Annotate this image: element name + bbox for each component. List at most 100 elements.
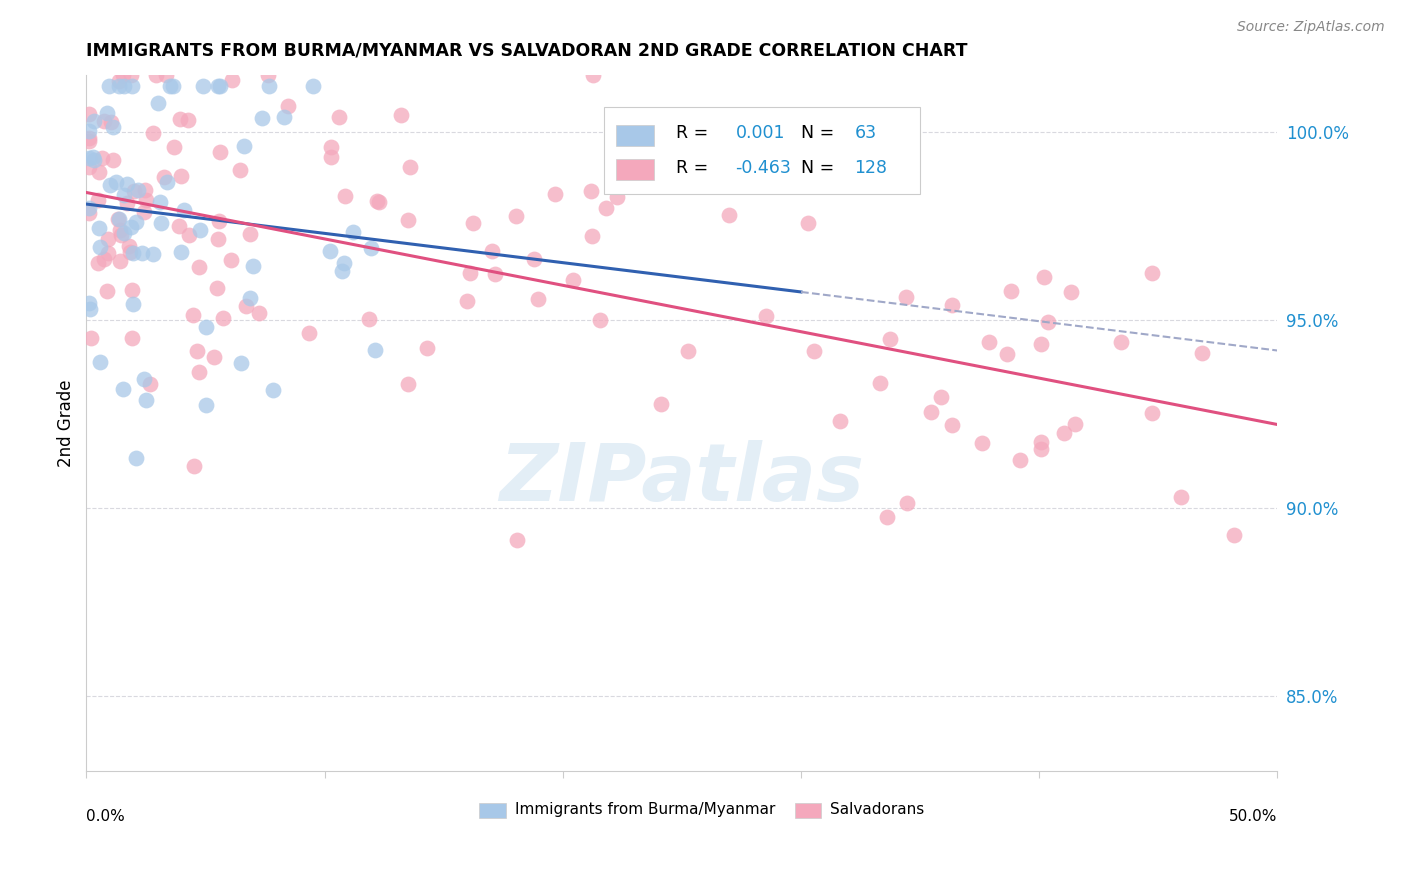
Point: [239, 227, 262, 242]
Point: [207, 232, 229, 246]
Point: [396, 213, 419, 227]
Point: [319, 150, 342, 164]
Text: 128: 128: [855, 159, 887, 177]
Point: [273, 110, 295, 124]
Point: [169, 112, 191, 127]
Point: [132, 205, 155, 219]
Point: [139, 376, 162, 391]
Point: [828, 414, 851, 428]
Text: Salvadorans: Salvadorans: [830, 802, 924, 817]
Point: [124, 215, 146, 229]
Point: [231, 356, 253, 370]
Point: [89, 165, 111, 179]
FancyBboxPatch shape: [605, 106, 920, 194]
Point: [87, 193, 110, 207]
Point: [972, 436, 994, 450]
Point: [120, 68, 142, 82]
Point: [931, 390, 953, 404]
Point: [1223, 528, 1246, 542]
Point: [202, 350, 225, 364]
Point: [183, 458, 205, 473]
Point: [96, 285, 118, 299]
Point: [941, 417, 963, 432]
Point: [181, 308, 204, 322]
Text: -0.463: -0.463: [735, 159, 792, 177]
Point: [169, 169, 191, 183]
Point: [186, 344, 208, 359]
Point: [156, 175, 179, 189]
Text: N =: N =: [801, 124, 839, 142]
Point: [247, 306, 270, 320]
Point: [163, 139, 186, 153]
Point: [484, 267, 506, 281]
Point: [979, 334, 1001, 349]
Point: [581, 228, 603, 243]
Point: [229, 163, 252, 178]
Point: [170, 244, 193, 259]
Point: [87, 256, 110, 270]
Point: [142, 126, 165, 140]
Point: [77, 160, 100, 174]
Point: [194, 398, 217, 412]
Point: [207, 79, 229, 94]
Text: 0.001: 0.001: [735, 124, 785, 142]
Point: [589, 312, 612, 326]
Point: [191, 79, 214, 94]
Point: [82, 150, 104, 164]
Point: [121, 79, 143, 94]
Point: [97, 232, 120, 246]
Point: [755, 309, 778, 323]
Point: [77, 151, 100, 165]
Point: [124, 450, 146, 465]
Point: [122, 297, 145, 311]
FancyBboxPatch shape: [479, 803, 506, 818]
Point: [121, 331, 143, 345]
Point: [595, 201, 617, 215]
Point: [155, 68, 177, 82]
Point: [1029, 336, 1052, 351]
Point: [1060, 285, 1083, 300]
Point: [118, 238, 141, 252]
Point: [177, 227, 200, 242]
Point: [277, 99, 299, 113]
Point: [112, 226, 135, 240]
Point: [105, 176, 128, 190]
Point: [298, 326, 321, 341]
Point: [110, 227, 132, 242]
Point: [90, 151, 112, 165]
Point: [87, 221, 110, 235]
Point: [359, 312, 381, 326]
Point: [77, 134, 100, 148]
Point: [606, 190, 628, 204]
Point: [1140, 405, 1163, 419]
Y-axis label: 2nd Grade: 2nd Grade: [58, 379, 75, 467]
Point: [107, 79, 129, 94]
Point: [333, 256, 356, 270]
Point: [96, 106, 118, 120]
Point: [368, 194, 391, 209]
Point: [219, 253, 242, 268]
Point: [208, 79, 231, 94]
Point: [150, 216, 173, 230]
Point: [135, 392, 157, 407]
Point: [262, 384, 284, 398]
Text: IMMIGRANTS FROM BURMA/MYANMAR VS SALVADORAN 2ND GRADE CORRELATION CHART: IMMIGRANTS FROM BURMA/MYANMAR VS SALVADO…: [86, 42, 967, 60]
Point: [1063, 417, 1085, 431]
Point: [1032, 269, 1054, 284]
Point: [132, 371, 155, 385]
Point: [330, 264, 353, 278]
Point: [396, 376, 419, 391]
Point: [77, 206, 100, 220]
Point: [366, 194, 388, 208]
Point: [221, 73, 243, 87]
FancyBboxPatch shape: [616, 125, 654, 145]
Point: [319, 244, 342, 258]
Point: [523, 252, 546, 266]
Point: [415, 341, 437, 355]
Point: [112, 383, 135, 397]
Point: [77, 131, 100, 145]
Point: [458, 266, 481, 280]
Point: [122, 184, 145, 198]
Point: [456, 293, 478, 308]
Point: [146, 96, 169, 111]
